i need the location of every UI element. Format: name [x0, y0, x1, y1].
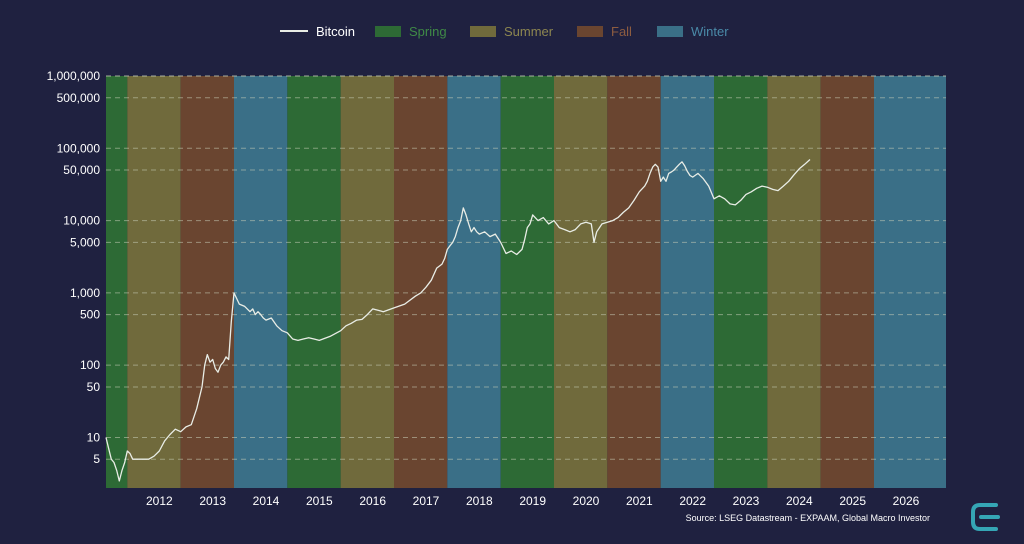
season-band-fall-2 [180, 76, 234, 488]
series-group [105, 159, 811, 482]
legend-swatch-spring [375, 25, 401, 37]
source-note: Source: LSEG Datastream - EXPAAM, Global… [685, 513, 930, 523]
season-band-winter-7 [447, 76, 501, 488]
season-band-summer-5 [340, 76, 394, 488]
y-tick-label: 10 [87, 430, 101, 444]
x-tick-label: 2015 [306, 494, 333, 508]
y-tick-label: 500 [80, 308, 100, 322]
x-tick-label: 2022 [679, 494, 706, 508]
legend-label-spring: Spring [409, 23, 447, 39]
y-tick-label: 1,000 [70, 286, 100, 300]
season-band-winter-11 [660, 76, 714, 488]
season-band-winter-3 [234, 76, 288, 488]
legend-label-summer: Summer [504, 23, 554, 39]
x-tick-label: 2025 [839, 494, 866, 508]
legend-item-fall: Fall [577, 22, 632, 40]
legend-line-bitcoin [280, 30, 308, 32]
season-band-fall-6 [394, 76, 448, 488]
x-tick-label: 2020 [573, 494, 600, 508]
x-tick-label: 2016 [359, 494, 386, 508]
season-band-winter-15 [874, 76, 946, 488]
season-band-spring-4 [287, 76, 341, 488]
y-axis-tick-labels: 5 10 50 100 500 1,000 5,000 10,000 50,000 100,000… [47, 69, 101, 466]
legend-label-winter: Winter [691, 23, 729, 39]
grid-lines [106, 75, 946, 460]
season-band-summer-9 [554, 76, 608, 488]
series-line-bitcoin [105, 159, 811, 482]
x-tick-label: 2021 [626, 494, 653, 508]
legend-swatch-fall [577, 25, 603, 37]
legend-item-bitcoin: Bitcoin [280, 22, 355, 40]
season-band-summer-1 [127, 76, 181, 488]
season-band-summer-13 [767, 76, 821, 488]
season-bands [106, 76, 946, 488]
x-tick-label: 2023 [733, 494, 760, 508]
y-tick-label: 5,000 [70, 235, 100, 249]
x-tick-label: 2019 [519, 494, 546, 508]
cycle-logo-icon [971, 503, 1000, 531]
x-tick-label: 2017 [413, 494, 440, 508]
y-tick-label: 500,000 [57, 91, 101, 105]
x-tick-label: 2014 [253, 494, 280, 508]
x-tick-label: 2026 [893, 494, 920, 508]
season-band-spring-8 [500, 76, 554, 488]
y-tick-label: 10,000 [63, 214, 100, 228]
y-tick-label: 1,000,000 [47, 69, 101, 83]
x-tick-label: 2013 [199, 494, 226, 508]
y-tick-label: 5 [93, 452, 100, 466]
legend-swatch-winter [657, 25, 683, 37]
season-band-spring-0 [106, 76, 128, 488]
legend-label-bitcoin: Bitcoin [316, 23, 356, 39]
y-tick-label: 50,000 [63, 163, 100, 177]
legend: Bitcoin Spring Summer Fall Winter [0, 22, 1024, 40]
season-band-fall-14 [820, 76, 874, 488]
x-axis-tick-labels: 2012 2013 2014 2015 2016 2017 2018 2019 2020 2021… [146, 494, 920, 508]
y-tick-label: 100,000 [57, 141, 101, 155]
season-band-spring-12 [714, 76, 768, 488]
legend-item-winter: Winter [657, 22, 729, 40]
x-tick-label: 2024 [786, 494, 813, 508]
x-tick-label: 2018 [466, 494, 493, 508]
legend-item-summer: Summer [470, 22, 553, 40]
legend-swatch-summer [470, 25, 496, 37]
x-tick-label: 2012 [146, 494, 173, 508]
y-tick-label: 100 [80, 358, 100, 372]
season-band-fall-10 [607, 76, 661, 488]
legend-item-spring: Spring [375, 22, 447, 40]
legend-label-fall: Fall [611, 23, 632, 39]
y-tick-label: 50 [87, 380, 101, 394]
